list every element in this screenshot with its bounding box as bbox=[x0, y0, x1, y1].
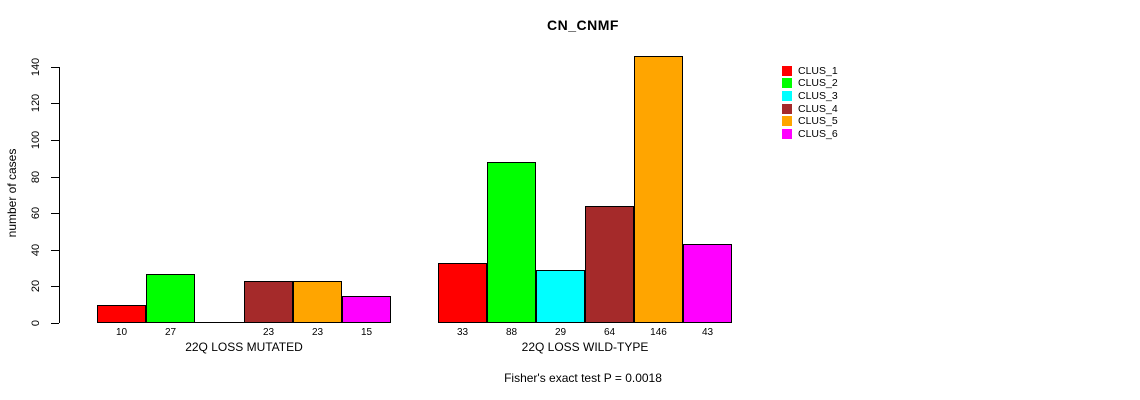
y-axis-tick-label: 0 bbox=[30, 319, 42, 327]
bar-clus_3-group2 bbox=[536, 270, 585, 323]
bar-clus_2-group1 bbox=[146, 274, 195, 323]
y-axis-tick bbox=[51, 249, 59, 251]
y-axis-tick-label: 60 bbox=[30, 207, 42, 220]
y-axis-tick-label: 20 bbox=[30, 280, 42, 293]
bar-value-label: 33 bbox=[456, 327, 469, 338]
legend-swatch-clus_2 bbox=[782, 78, 792, 89]
bar-clus_6-group2 bbox=[683, 244, 732, 323]
legend-item: CLUS_3 bbox=[782, 89, 838, 102]
chart-title: CN_CNMF bbox=[547, 17, 619, 33]
legend-label: CLUS_2 bbox=[798, 77, 838, 90]
bar-clus_1-group1 bbox=[97, 305, 146, 323]
legend-item: CLUS_5 bbox=[782, 115, 838, 128]
y-axis-tick-label: 100 bbox=[30, 130, 42, 150]
y-axis-line bbox=[59, 66, 60, 323]
bar-value-label: 23 bbox=[311, 327, 324, 338]
y-axis-tick bbox=[51, 140, 59, 141]
bar-clus_3-group1 bbox=[195, 322, 244, 323]
y-axis-tick-label: 140 bbox=[30, 57, 42, 76]
bar-clus_5-group1 bbox=[293, 281, 342, 323]
legend-swatch-clus_1 bbox=[782, 65, 792, 76]
bar-clus_2-group2 bbox=[487, 162, 536, 323]
bar-value-label: 10 bbox=[115, 327, 128, 338]
bar-value-label: 146 bbox=[650, 327, 667, 338]
y-axis-tick bbox=[51, 176, 59, 178]
bar-value-label: 15 bbox=[360, 327, 373, 338]
y-axis-tick-label: 40 bbox=[30, 243, 42, 256]
y-axis-tick-label: 80 bbox=[30, 170, 42, 183]
x-group-label: 22Q LOSS MUTATED bbox=[185, 340, 303, 354]
annotation-fisher-test: Fisher's exact test P = 0.0018 bbox=[504, 371, 662, 385]
legend-swatch-clus_6 bbox=[782, 129, 792, 139]
y-axis-tick-label: 120 bbox=[30, 94, 42, 113]
legend-item: CLUS_2 bbox=[782, 77, 838, 90]
y-axis-tick bbox=[51, 213, 59, 215]
bar-value-label: 29 bbox=[554, 327, 567, 338]
bar-clus_4-group2 bbox=[585, 206, 634, 323]
legend-label: CLUS_1 bbox=[798, 64, 838, 77]
bar-clus_6-group1 bbox=[342, 296, 391, 323]
bar-clus_5-group2 bbox=[634, 56, 683, 323]
legend-swatch-clus_3 bbox=[782, 90, 792, 101]
y-axis-tick bbox=[51, 323, 59, 324]
bar-value-label: 64 bbox=[603, 327, 616, 338]
bar-value-label: 88 bbox=[505, 327, 518, 338]
y-axis-tick bbox=[51, 286, 59, 288]
legend-swatch-clus_5 bbox=[782, 116, 792, 127]
legend-item: CLUS_4 bbox=[782, 102, 838, 115]
y-axis-tick bbox=[51, 103, 59, 105]
legend-item: CLUS_6 bbox=[782, 128, 838, 140]
bar-value-label: 27 bbox=[164, 327, 177, 338]
legend-label: CLUS_5 bbox=[798, 115, 838, 128]
legend-swatch-clus_4 bbox=[782, 103, 792, 114]
legend-label: CLUS_4 bbox=[798, 102, 838, 115]
y-axis-label: number of cases bbox=[5, 148, 19, 238]
legend-label: CLUS_3 bbox=[798, 89, 838, 102]
bar-clus_4-group1 bbox=[244, 281, 293, 323]
legend-item: CLUS_1 bbox=[782, 64, 838, 77]
bar-value-label: 23 bbox=[262, 327, 275, 338]
y-axis-tick bbox=[51, 66, 59, 68]
bar-clus_1-group2 bbox=[438, 263, 487, 323]
legend-label: CLUS_6 bbox=[798, 128, 838, 140]
bar-value-label: 43 bbox=[701, 327, 714, 338]
x-group-label: 22Q LOSS WILD-TYPE bbox=[521, 340, 649, 354]
